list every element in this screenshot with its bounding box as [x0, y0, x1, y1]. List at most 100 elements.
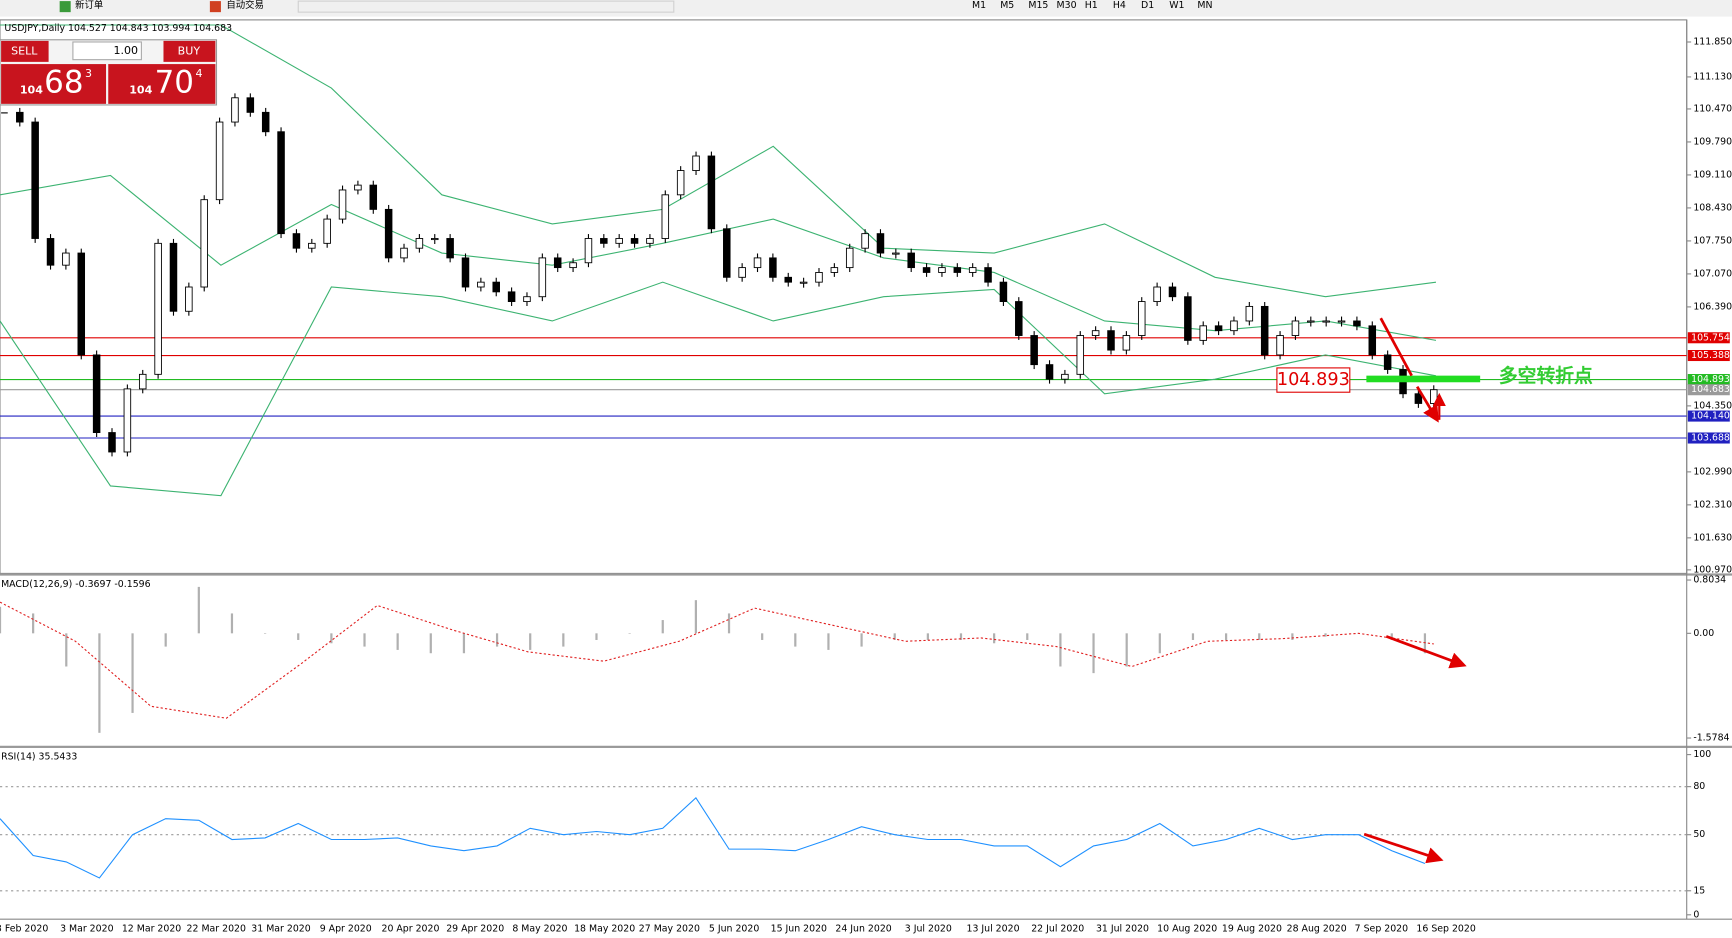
icon[interactable] [209, 1, 221, 13]
timeframe[interactable]: M1 [972, 0, 986, 11]
macd-bar [1224, 633, 1228, 640]
x-tick-label: 22 Jul 2020 [1031, 924, 1084, 935]
timeframe[interactable]: M5 [1000, 0, 1014, 11]
timeframe[interactable]: H4 [1113, 0, 1126, 11]
arrow [1416, 385, 1439, 423]
candle [1230, 320, 1238, 332]
candle [615, 238, 623, 244]
bollinger-upper [0, 24, 1437, 298]
macd-bar [164, 633, 167, 647]
timeframe[interactable]: H1 [1085, 0, 1098, 11]
candle [1091, 330, 1100, 336]
auto-trading[interactable]: 自动交易 [226, 0, 264, 11]
candle [1076, 335, 1085, 375]
toolbar-tools[interactable] [297, 0, 675, 13]
bid-main: 68 [44, 64, 83, 100]
candle [1184, 296, 1192, 341]
level-label: 105.754 [1691, 332, 1730, 343]
y-tick-label: 0.8034 [1693, 575, 1726, 586]
level-label: 104.893 [1691, 374, 1730, 385]
timeframe[interactable]: D1 [1141, 0, 1154, 11]
candle [369, 184, 378, 210]
chart-title: USDJPY,Daily 104.527 104.843 103.994 104… [4, 23, 232, 34]
level-label: 105.388 [1691, 350, 1730, 361]
candle [215, 121, 224, 201]
bid-small: 3 [85, 67, 92, 80]
buy-label[interactable]: BUY [178, 44, 201, 57]
y-tick-label: 102.310 [1693, 499, 1732, 510]
y-tick-label: 15 [1693, 885, 1705, 896]
bollinger-middle [0, 174, 1437, 341]
ask-box[interactable] [108, 64, 216, 104]
y-tick-label: 100.970 [1693, 564, 1732, 575]
lots-field[interactable] [72, 41, 142, 61]
sell-label[interactable]: SELL [11, 44, 38, 57]
x-tick-label: 3 Jul 2020 [905, 924, 952, 935]
macd-bar [794, 633, 797, 647]
timeframe[interactable]: M30 [1057, 0, 1077, 11]
timeframe[interactable]: M15 [1028, 0, 1048, 11]
macd-bar [1324, 633, 1327, 637]
candle [169, 242, 178, 312]
candle [753, 257, 762, 269]
lots-value[interactable]: 1.00 [114, 44, 139, 57]
candle [815, 272, 823, 283]
level-label: 104.683 [1691, 384, 1730, 395]
candle [308, 242, 316, 249]
x-tick-label: 22 Mar 2020 [187, 924, 246, 935]
candle [323, 218, 331, 244]
sell-button[interactable] [1, 40, 49, 62]
y-tick-label: 110.470 [1693, 103, 1732, 114]
timeframe[interactable]: W1 [1169, 0, 1184, 11]
x-tick-label: 13 Jul 2020 [966, 924, 1019, 935]
candle [892, 252, 900, 255]
macd-bar [1158, 633, 1161, 654]
y-tick-label: 102.990 [1693, 466, 1732, 477]
candle [876, 233, 885, 254]
candle [676, 170, 685, 196]
candle [446, 238, 454, 259]
icon[interactable] [59, 1, 71, 13]
x-tick-label: 9 Apr 2020 [320, 924, 372, 935]
x-tick-label: 16 Sep 2020 [1416, 924, 1475, 935]
y-tick-label: 100 [1693, 749, 1711, 760]
bid-big: 104 [20, 84, 43, 97]
macd-bar [1191, 633, 1195, 640]
overlay: USDJPY,Daily 104.527 104.843 103.994 104… [1, 23, 1593, 864]
x-tick-label: 3 Feb 2020 [0, 924, 48, 935]
macd-bar [363, 633, 366, 647]
candle [938, 267, 946, 273]
new-order[interactable]: 新订单 [75, 0, 103, 11]
macd-bar [595, 633, 598, 640]
y-tick-label: 0.00 [1693, 628, 1714, 639]
buy-button[interactable] [163, 40, 216, 62]
candle [46, 238, 55, 266]
macd-bar [959, 633, 963, 640]
x-tick-label: 31 Jul 2020 [1096, 924, 1149, 935]
timeframe[interactable]: MN [1197, 0, 1212, 11]
candle [922, 267, 931, 273]
candle [1337, 320, 1346, 323]
y-tick-label: 104.350 [1693, 400, 1732, 411]
candle [415, 238, 424, 249]
candle [1, 112, 8, 114]
bid-box[interactable] [1, 64, 107, 104]
candle [123, 388, 132, 453]
candle [1015, 301, 1023, 336]
candle [1276, 335, 1284, 356]
macd-bar [1291, 633, 1294, 640]
candle [200, 199, 208, 288]
candle [185, 286, 193, 312]
macd-bar [396, 633, 399, 650]
x-tick-label: 24 Jun 2020 [835, 924, 891, 935]
y-tick-label: 107.070 [1693, 268, 1732, 279]
candle [108, 432, 116, 453]
macd-bar [32, 613, 35, 634]
level-box [1687, 432, 1730, 444]
candle [1430, 389, 1438, 404]
ask-main: 70 [155, 64, 194, 100]
candle [1199, 325, 1207, 341]
turning-bar [1366, 375, 1481, 383]
x-tick-label: 7 Sep 2020 [1355, 924, 1408, 935]
